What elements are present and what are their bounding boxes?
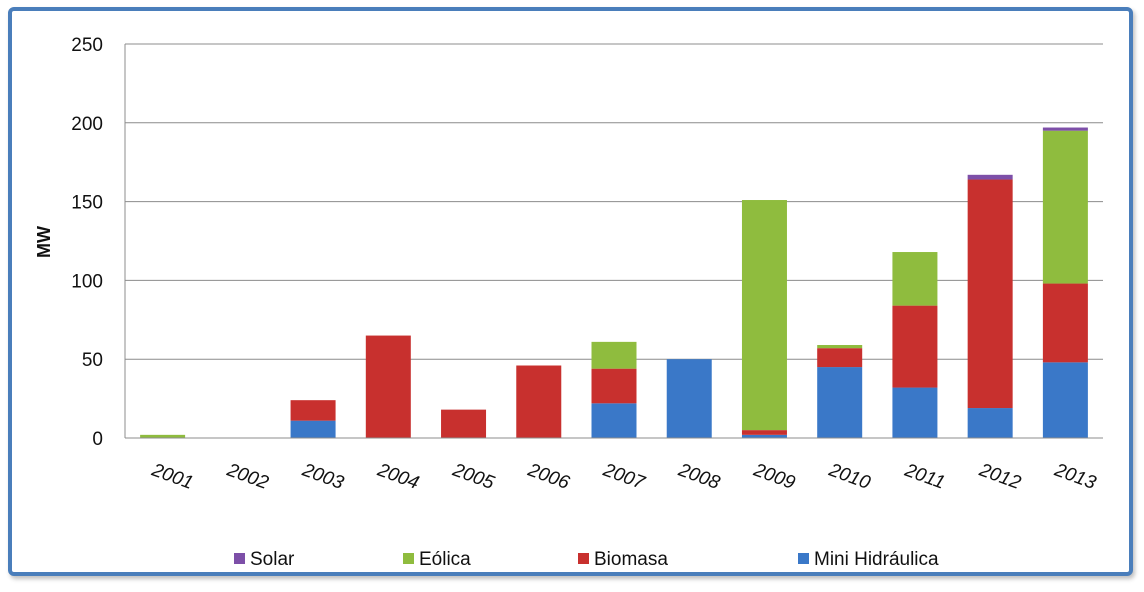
bar-segment	[591, 341, 637, 369]
y-tick-label: 100	[71, 271, 103, 292]
bar-segment	[365, 335, 411, 438]
bar-segment	[1042, 283, 1088, 363]
bar-segment	[967, 179, 1013, 409]
legend-swatch	[798, 553, 809, 564]
x-tick-label: 2007	[599, 459, 648, 494]
y-tick-label: 250	[71, 35, 103, 56]
x-tick-label: 2001	[148, 459, 196, 494]
x-tick-label: 2005	[449, 459, 497, 494]
x-tick-label: 2002	[223, 459, 271, 494]
bar-segment	[1042, 130, 1088, 284]
x-tick-label: 2009	[750, 459, 798, 494]
y-axis-label: MW	[34, 226, 54, 258]
x-tick-label: 2004	[374, 459, 422, 494]
x-tick-label: 2003	[299, 459, 347, 494]
x-tick-label: 2008	[675, 459, 723, 494]
bar-segment	[892, 305, 938, 388]
x-tick-label: 2006	[524, 459, 572, 494]
legend-label: Biomasa	[594, 549, 668, 570]
bar-segment	[817, 367, 863, 438]
bar-segment	[1042, 362, 1088, 438]
bar-segment	[591, 403, 637, 438]
y-tick-label: 200	[71, 114, 103, 135]
bar-segment	[290, 400, 336, 421]
y-tick-label: 150	[71, 193, 103, 214]
bar-segment	[441, 409, 487, 438]
bar-segment	[591, 368, 637, 404]
bar-segment	[516, 365, 562, 438]
bar-segment	[741, 200, 787, 431]
legend-swatch	[578, 553, 589, 564]
legend-swatch	[234, 553, 245, 564]
bar-segment	[967, 408, 1013, 438]
legend-label: Solar	[250, 549, 295, 570]
bar-segment	[892, 252, 938, 306]
bar-segment	[967, 174, 1013, 180]
bar-segment	[290, 420, 336, 438]
bar-segment	[666, 359, 712, 438]
bar-segment	[1042, 127, 1088, 131]
bar-segment	[741, 434, 787, 438]
x-tick-label: 2011	[901, 460, 948, 494]
y-tick-label: 0	[92, 429, 103, 450]
legend-label: Eólica	[419, 549, 471, 570]
x-tick-label: 2012	[976, 459, 1024, 494]
bar-segment	[892, 387, 938, 438]
bar-segment	[817, 348, 863, 368]
bar-segment	[140, 434, 186, 438]
bar-segment	[817, 345, 863, 349]
x-tick-label: 2013	[1051, 459, 1099, 494]
y-tick-label: 50	[82, 350, 103, 371]
legend-swatch	[403, 553, 414, 564]
bar-segment	[741, 430, 787, 435]
legend-label: Mini Hidráulica	[814, 549, 939, 570]
x-tick-label: 2010	[825, 459, 873, 494]
chart-frame	[8, 7, 1133, 576]
